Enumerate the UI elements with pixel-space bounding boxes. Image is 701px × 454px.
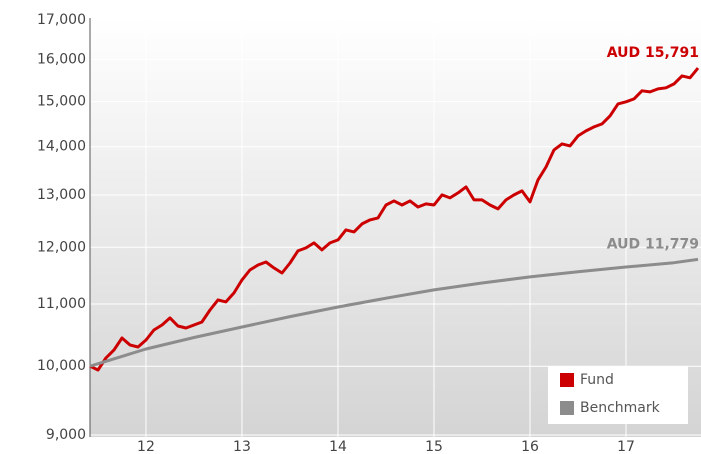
y-tick-label: 9,000 xyxy=(46,427,86,443)
x-tick-label: 13 xyxy=(233,439,251,454)
x-tick-label: 14 xyxy=(329,439,347,454)
series-line xyxy=(89,67,700,372)
end-label: AUD 11,779 xyxy=(607,236,699,252)
legend-swatch xyxy=(560,373,574,387)
y-tick-label: 13,000 xyxy=(37,187,86,203)
x-tick-label: 15 xyxy=(425,439,443,454)
x-tick-label: 12 xyxy=(137,439,155,454)
x-tick-label: 17 xyxy=(617,439,635,454)
y-tick-label: 17,000 xyxy=(37,12,86,28)
x-tick-label: 16 xyxy=(521,439,539,454)
legend-label: Benchmark xyxy=(580,400,661,416)
y-tick-label: 16,000 xyxy=(37,52,86,68)
series-line xyxy=(89,257,699,368)
y-tick-label: 14,000 xyxy=(37,139,86,155)
end-label: AUD 15,791 xyxy=(607,45,699,61)
y-tick-label: 12,000 xyxy=(37,239,86,255)
y-tick-label: 11,000 xyxy=(37,296,86,312)
y-tick-label: 15,000 xyxy=(37,94,86,110)
y-tick-label: 10,000 xyxy=(37,358,86,374)
legend-label: Fund xyxy=(580,372,614,388)
legend-swatch xyxy=(560,401,574,415)
